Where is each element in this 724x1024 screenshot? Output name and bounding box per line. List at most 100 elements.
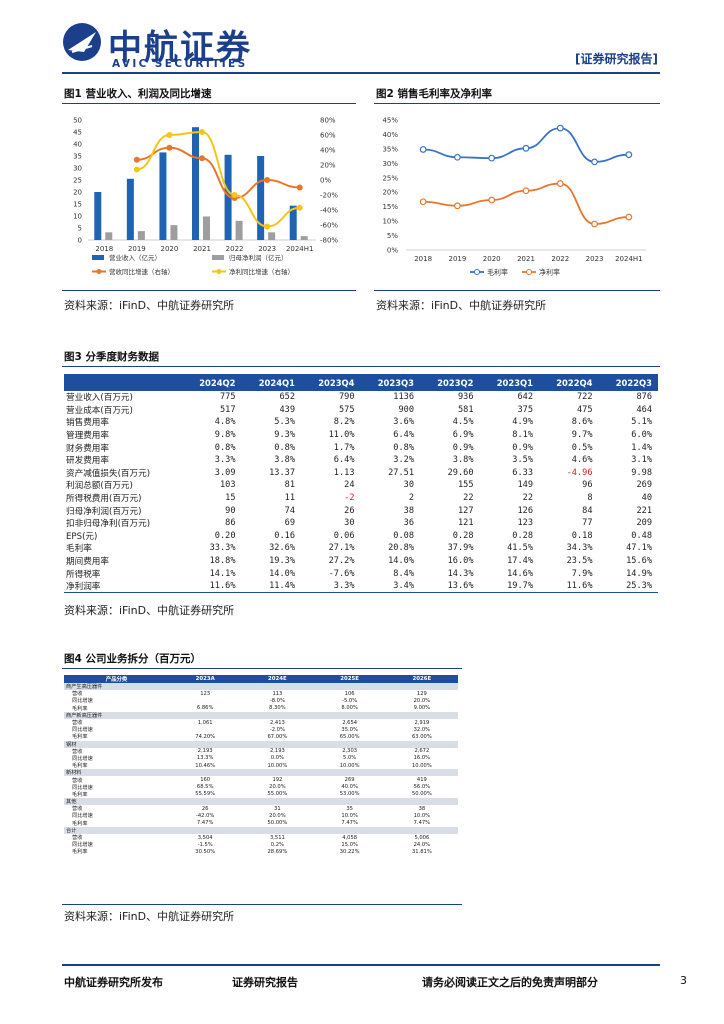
table-cell: 15.0% bbox=[341, 841, 358, 848]
table-cell: 96 bbox=[582, 480, 593, 491]
table-cell: 7.47% bbox=[196, 820, 214, 827]
table-cell: 11.6% bbox=[182, 579, 242, 593]
bar-revenue bbox=[159, 152, 167, 240]
row-label: 同比增速 bbox=[72, 813, 93, 820]
group-row: 新材料 bbox=[64, 769, 458, 777]
table-cell: 209 bbox=[636, 518, 652, 529]
table-cell: 269 bbox=[636, 480, 652, 491]
row-label: EPS(元) bbox=[66, 531, 98, 542]
table-cell: 123 bbox=[517, 518, 533, 529]
fig4-bottom-rule bbox=[62, 904, 462, 905]
footer-rule bbox=[62, 964, 660, 966]
logo bbox=[62, 22, 102, 62]
bar-net-profit bbox=[235, 220, 243, 240]
legend-label: 归母净利润（亿元） bbox=[229, 253, 288, 262]
table-cell: 5,006 bbox=[414, 834, 430, 841]
fig2-title-rule bbox=[374, 103, 660, 105]
fig4-title: 图4 公司业务拆分（百万元） bbox=[64, 653, 201, 665]
table-cell: 2,654 bbox=[342, 719, 358, 726]
table-cell: 11.4% bbox=[241, 579, 301, 593]
header-cell-quarter: 2024Q2 bbox=[182, 374, 242, 391]
y-tick-label: 25 bbox=[73, 177, 82, 185]
table-row: 研发费用率 3.3% 3.8% 6.4% 3.2% 3.8% 3.5% 4.6% 3.1% bbox=[64, 454, 658, 467]
table-cell: 22 bbox=[463, 493, 474, 504]
table-cell: 3.2% bbox=[393, 455, 414, 466]
group-row: 钢材 bbox=[64, 740, 458, 748]
header-cell: 2024E bbox=[241, 675, 314, 683]
table-cell: 74 bbox=[284, 505, 295, 516]
table-cell: 15.6% bbox=[626, 556, 652, 567]
y-tick-label: 40% bbox=[382, 131, 398, 139]
row-label: 营收 bbox=[72, 806, 83, 813]
bar-revenue bbox=[192, 127, 199, 240]
legend-swatch bbox=[92, 255, 104, 260]
fig4-source: 资料来源：iFinD、中航证券研究所 bbox=[64, 910, 235, 923]
y-tick-label: 5% bbox=[387, 232, 398, 240]
table-cell: 16.0% bbox=[447, 556, 474, 567]
point-profit-growth bbox=[166, 132, 173, 138]
table-cell: 11.0% bbox=[328, 430, 355, 441]
table-cell: 14.0% bbox=[269, 568, 295, 579]
table-cell: 127 bbox=[457, 505, 474, 516]
table-cell: 22 bbox=[522, 493, 533, 504]
fig1-title: 图1 营业收入、利润及同比增速 bbox=[64, 88, 212, 100]
table-cell: 74.20% bbox=[195, 733, 216, 740]
table-cell: -8.0% bbox=[269, 697, 285, 704]
point-gross-margin bbox=[419, 146, 427, 153]
x-tick-label: 2022 bbox=[226, 245, 244, 253]
bar-revenue bbox=[126, 178, 134, 240]
table-cell: 32.6% bbox=[269, 543, 295, 554]
table-cell: 0.8% bbox=[393, 442, 414, 453]
point-gross-margin bbox=[625, 151, 633, 159]
point-net-margin bbox=[625, 213, 633, 221]
table-cell: 30.50% bbox=[195, 848, 216, 855]
table-row: 毛利率 7.47% 50.00% 7.47% 7.47% bbox=[64, 820, 458, 827]
point-net-margin bbox=[488, 196, 496, 204]
table-row: 毛利率 74.20% 67.00% 65.00% 63.00% bbox=[64, 733, 458, 741]
table-cell: 517 bbox=[219, 404, 236, 415]
table-row: 同比增速 13.3% 0.0% 5.0% 16.0% bbox=[64, 755, 458, 762]
table-cell: 27.1% bbox=[328, 543, 355, 554]
group-label: 商产新高压器件 bbox=[64, 711, 458, 719]
point-gross-margin bbox=[454, 153, 461, 161]
table-cell: 30.22% bbox=[339, 848, 360, 855]
y2-tick-label: 20% bbox=[320, 162, 336, 170]
table-cell: 36 bbox=[403, 518, 414, 529]
legend-marker bbox=[526, 269, 532, 275]
table-cell: 1136 bbox=[393, 392, 414, 403]
bar-revenue bbox=[94, 192, 102, 240]
y-tick-label: 40 bbox=[73, 141, 82, 149]
table-row: 营收 2,193 2,193 2,303 2,672 bbox=[64, 748, 458, 755]
table-cell: -2.0% bbox=[269, 726, 285, 733]
point-gross-margin bbox=[522, 144, 530, 152]
table-row: 销售费用率 4.8% 5.3% 8.2% 3.6% 4.5% 4.9% 8.6% 5.1% bbox=[64, 416, 658, 429]
table-cell: 0.2% bbox=[270, 841, 284, 848]
table-cell: 55.59% bbox=[195, 791, 216, 798]
table-cell: 35.0% bbox=[341, 726, 358, 733]
table-row: 同比增速 68.5% 20.0% 40.0% 56.0% bbox=[64, 784, 458, 791]
margin-chart: 45% 40% 35% 30% 25% 20% 15% 10% 5% 0% 2018 2019 2020… bbox=[382, 117, 646, 277]
y-tick-label: 45 bbox=[73, 129, 82, 137]
table-cell: 68.5% bbox=[196, 784, 214, 791]
table-cell: 26 bbox=[201, 805, 209, 812]
fig3-title: 图3 分季度财务数据 bbox=[64, 351, 159, 363]
row-label: 扣非归母净利(百万元) bbox=[66, 519, 151, 530]
table-cell: 31 bbox=[274, 805, 281, 812]
table-cell: 13.3% bbox=[196, 755, 214, 762]
row-label: 营收 bbox=[72, 777, 83, 784]
table-row: EPS(元) 0.20 0.16 0.06 0.08 0.28 0.28 0.18 0.48 bbox=[64, 530, 658, 543]
y-tick-label: 30% bbox=[382, 160, 398, 168]
table-cell: -7.6% bbox=[328, 568, 355, 579]
point-revenue-growth bbox=[133, 156, 140, 163]
bar-revenue bbox=[289, 205, 297, 240]
table-cell: 0.0% bbox=[270, 755, 284, 762]
x-tick-label: 2022 bbox=[551, 255, 569, 263]
table-cell: 10.00% bbox=[339, 762, 360, 769]
table-cell: 3.5% bbox=[512, 455, 533, 466]
group-row: 其他 bbox=[64, 798, 458, 806]
table-cell: 419 bbox=[416, 777, 427, 784]
table-cell: 40 bbox=[641, 493, 652, 504]
y-tick-label: 20% bbox=[382, 189, 398, 197]
table-cell: 63.00% bbox=[411, 733, 432, 740]
table-cell: 6.4% bbox=[393, 430, 414, 441]
